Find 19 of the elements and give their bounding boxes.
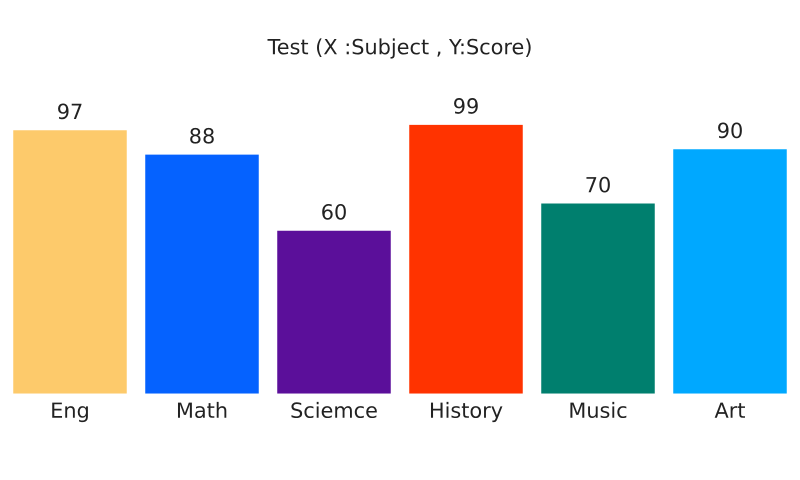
data-label: 88 bbox=[190, 128, 214, 144]
x-tick-label: History bbox=[430, 402, 502, 422]
x-tick-label: Sciemce bbox=[291, 402, 377, 418]
bar bbox=[673, 149, 787, 394]
bar bbox=[277, 230, 391, 394]
bar bbox=[409, 124, 523, 394]
x-tick-label: Math bbox=[178, 402, 226, 418]
data-label: 60 bbox=[322, 204, 346, 220]
bar bbox=[145, 154, 259, 394]
bar bbox=[13, 130, 127, 394]
data-label: 97 bbox=[58, 103, 82, 120]
bar bbox=[541, 204, 655, 394]
x-tick-label: Music bbox=[570, 402, 626, 418]
data-label: 90 bbox=[718, 122, 742, 138]
x-tick-label: Art bbox=[714, 402, 745, 418]
data-label: 99 bbox=[454, 98, 478, 114]
data-label: 70 bbox=[586, 176, 610, 193]
x-tick-label: Eng bbox=[52, 402, 88, 422]
chart-title: Test (X :Subject , Y:Score) bbox=[267, 38, 531, 59]
